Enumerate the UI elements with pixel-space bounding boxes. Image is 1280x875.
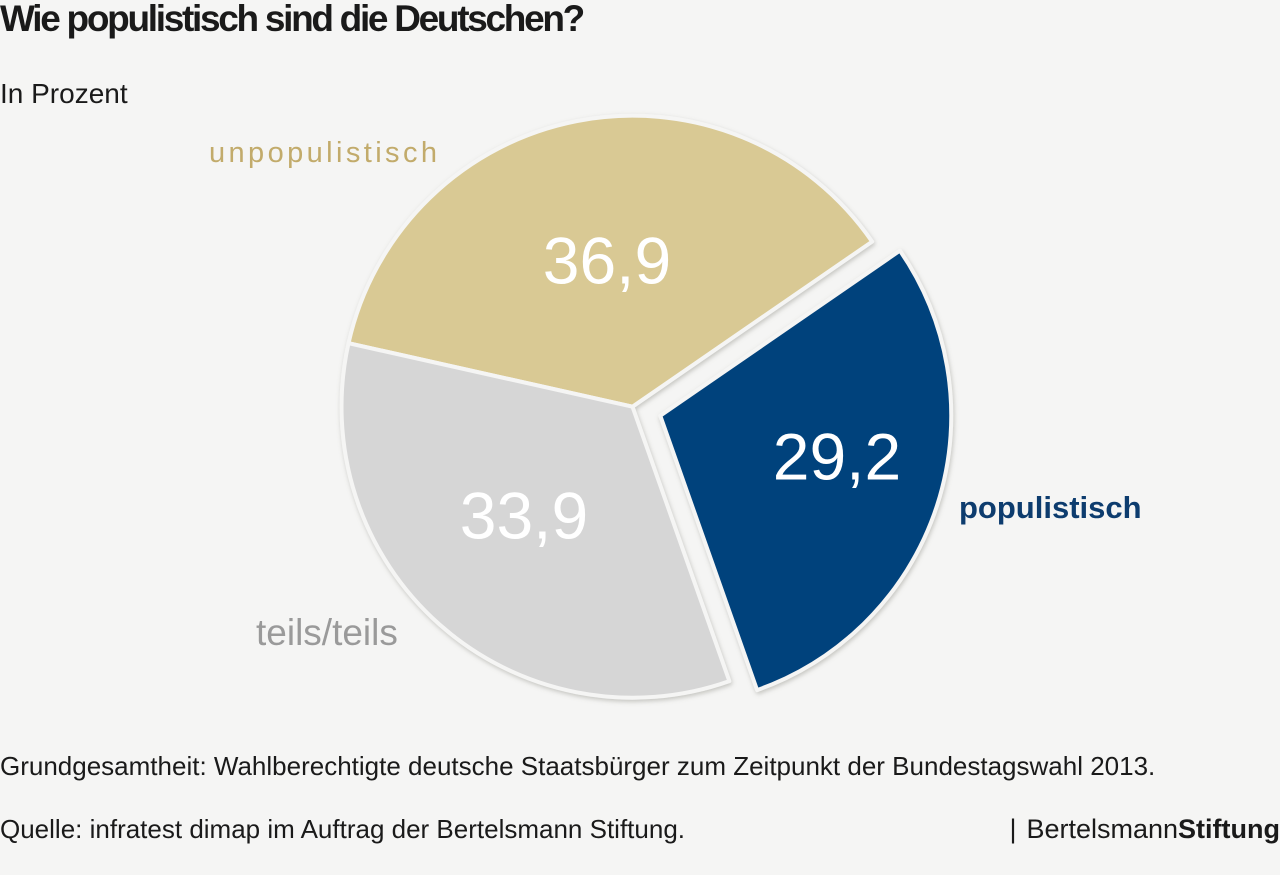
svg-text:33,9: 33,9 [460, 478, 588, 552]
svg-text:29,2: 29,2 [773, 419, 901, 493]
svg-text:unpopulistisch: unpopulistisch [209, 137, 440, 169]
svg-text:populistisch: populistisch [959, 490, 1142, 525]
svg-text:36,9: 36,9 [543, 223, 671, 297]
svg-text:teils/teils: teils/teils [256, 612, 398, 653]
